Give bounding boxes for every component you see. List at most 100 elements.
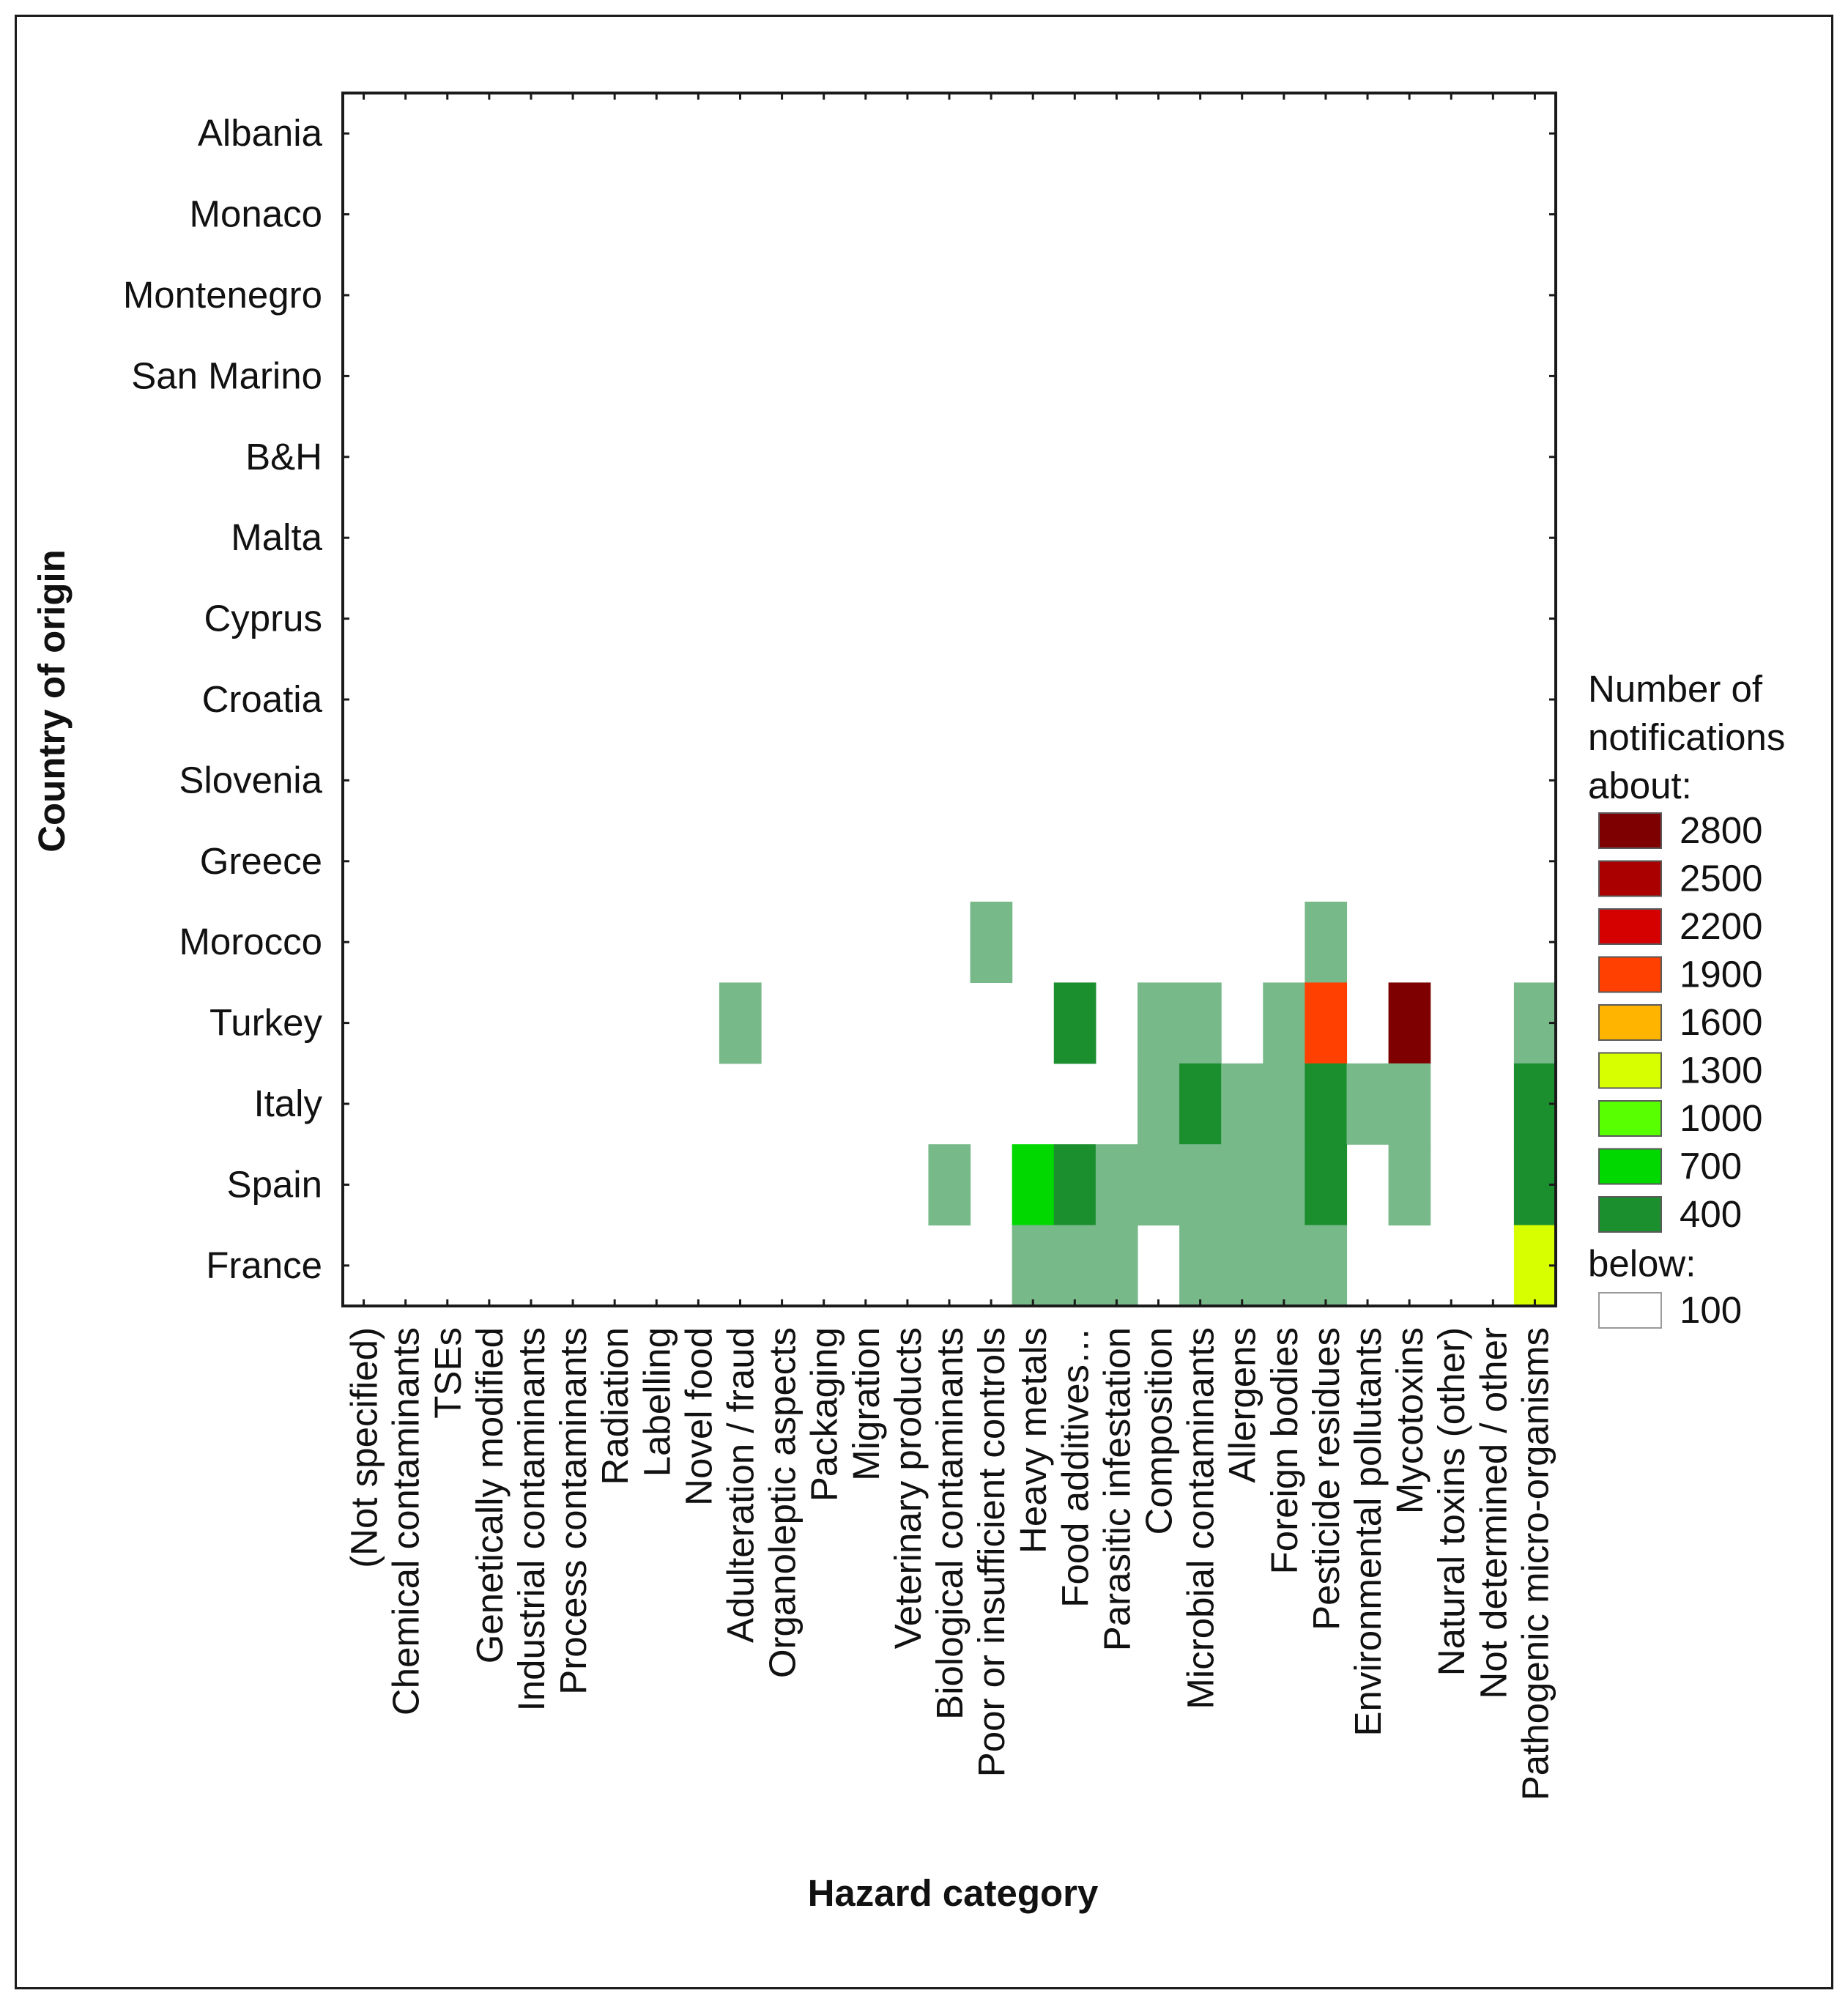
- x-tick-label-organoleptic-aspects: Organoleptic aspects: [762, 1327, 804, 1678]
- heatmap-cell-turkey-pesticide-residues: [1305, 982, 1348, 1064]
- heatmap-cell-spain-parasitic-infestation: [1095, 1144, 1138, 1226]
- x-tick-label-food-additives: Food additives…: [1054, 1327, 1096, 1608]
- legend-label-below-value: 100: [1680, 1289, 1742, 1331]
- heatmap-cell-turkey-food-additives: [1053, 982, 1096, 1064]
- y-axis-labels: Albania Monaco Montenegro San Marino B&H Malt…: [123, 112, 323, 1286]
- heatmap-cell-spain-heavy-metals: [1012, 1144, 1055, 1226]
- y-tick-label-b-h: B&H: [245, 436, 322, 478]
- legend-title-line: Number of: [1588, 668, 1763, 710]
- heatmap-cell-italy-environmental-pollutants: [1346, 1063, 1389, 1145]
- legend-title-line: about:: [1588, 765, 1692, 806]
- legend-label-2800: 2800: [1680, 809, 1762, 851]
- y-tick-label-greece: Greece: [200, 840, 322, 882]
- y-tick-label-san-marino: San Marino: [131, 355, 322, 396]
- y-tick-label-albania: Albania: [198, 112, 323, 154]
- x-tick-label-adulteration-fraud: Adulteration / fraud: [720, 1327, 762, 1643]
- x-tick-label-industrial-contaminants: Industrial contaminants: [511, 1327, 552, 1711]
- heatmap-cell-france-allergens: [1221, 1225, 1263, 1307]
- y-tick-label-france: France: [206, 1244, 322, 1286]
- y-tick-label-turkey: Turkey: [209, 1002, 322, 1044]
- color-legend: Number of notifications about:2800 2500 2200…: [1588, 668, 1785, 1331]
- x-tick-label-allergens: Allergens: [1222, 1327, 1263, 1483]
- legend-label-2500: 2500: [1680, 858, 1762, 899]
- heatmap-cell-france-microbial-contaminants: [1179, 1225, 1222, 1307]
- figure-frame: [15, 15, 1833, 1989]
- x-tick-label-foreign-bodies: Foreign bodies: [1263, 1327, 1305, 1574]
- heatmap-cell-italy-allergens: [1221, 1063, 1263, 1145]
- heatmap-cell-italy-microbial-contaminants: [1179, 1063, 1222, 1145]
- legend-swatch-below: [1598, 1292, 1662, 1329]
- y-tick-label-spain: Spain: [227, 1163, 322, 1205]
- y-tick-label-slovenia: Slovenia: [179, 759, 322, 801]
- heatmap-cell-turkey-adulteration-fraud: [719, 982, 762, 1064]
- x-tick-label-poor-or-insufficient-controls: Poor or insufficient controls: [971, 1327, 1012, 1777]
- heatmap-cell-spain-microbial-contaminants: [1179, 1144, 1222, 1226]
- y-tick-label-morocco: Morocco: [179, 921, 322, 962]
- heatmap-cell-spain-allergens: [1221, 1144, 1263, 1226]
- x-tick-label-mycotoxins: Mycotoxins: [1389, 1327, 1430, 1514]
- y-tick-label-monaco: Monaco: [190, 193, 322, 235]
- x-tick-label-novel-food: Novel food: [678, 1327, 719, 1506]
- heatmap-cell-italy-foreign-bodies: [1263, 1063, 1305, 1145]
- x-tick-label-heavy-metals: Heavy metals: [1012, 1327, 1054, 1554]
- legend-swatch-1600: [1598, 1004, 1662, 1041]
- y-axis-title: Country of origin: [31, 549, 73, 853]
- heatmap-cell-italy-pesticide-residues: [1305, 1063, 1348, 1145]
- x-tick-label-microbial-contaminants: Microbial contaminants: [1180, 1327, 1222, 1710]
- legend-title-line: notifications: [1588, 716, 1785, 758]
- x-tick-label-tses: TSEs: [427, 1327, 469, 1419]
- x-tick-label-pesticide-residues: Pesticide residues: [1305, 1327, 1347, 1630]
- x-tick-label-not-determined-other: Not determined / other: [1472, 1327, 1514, 1699]
- y-tick-label-montenegro: Montenegro: [123, 274, 322, 316]
- legend-swatch-2500: [1598, 860, 1662, 897]
- heatmap-cell-france-foreign-bodies: [1263, 1225, 1305, 1307]
- heatmap-cell-spain-foreign-bodies: [1263, 1144, 1305, 1226]
- legend-swatch-400: [1598, 1196, 1662, 1233]
- heatmap-cell-france-parasitic-infestation: [1095, 1225, 1138, 1307]
- heatmap-cell-morocco-poor-or-insufficient-controls: [970, 902, 1013, 983]
- x-tick-label-parasitic-infestation: Parasitic infestation: [1096, 1327, 1138, 1651]
- legend-label-1600: 1600: [1680, 1001, 1762, 1043]
- legend-swatch-1900: [1598, 956, 1662, 993]
- heatmap-cell-turkey-mycotoxins: [1388, 982, 1431, 1064]
- legend-swatch-1300: [1598, 1052, 1662, 1089]
- x-tick-label-veterinary-products: Veterinary products: [887, 1327, 929, 1649]
- heatmap-cell-turkey-foreign-bodies: [1263, 982, 1305, 1064]
- heatmap-cell-spain-pesticide-residues: [1305, 1144, 1348, 1226]
- heatmap-cell-france-food-additives: [1053, 1225, 1096, 1307]
- x-tick-label-process-contaminants: Process contaminants: [552, 1327, 594, 1695]
- x-axis-title: Hazard category: [808, 1872, 1099, 1914]
- heatmap-cell-turkey-microbial-contaminants: [1179, 982, 1222, 1064]
- x-tick-label-composition: Composition: [1138, 1327, 1180, 1534]
- heatmap-cell-france-pesticide-residues: [1305, 1225, 1348, 1307]
- legend-label-1000: 1000: [1680, 1097, 1762, 1139]
- heatmap-cell-france-heavy-metals: [1012, 1225, 1055, 1307]
- x-tick-label-chemical-contaminants: Chemical contaminants: [385, 1327, 427, 1715]
- heatmap-cells: [719, 902, 1556, 1307]
- x-tick-label-packaging: Packaging: [804, 1327, 845, 1502]
- heatmap-cell-france-pathogenic-micro-organisms: [1513, 1225, 1556, 1307]
- heatmap-cell-spain-mycotoxins: [1388, 1144, 1431, 1226]
- y-tick-label-malta: Malta: [231, 516, 322, 558]
- legend-swatch-700: [1598, 1148, 1662, 1185]
- legend-label-700: 700: [1680, 1146, 1742, 1187]
- x-tick-label-environmental-pollutants: Environmental pollutants: [1347, 1327, 1389, 1737]
- heatmap-cell-italy-composition: [1137, 1063, 1180, 1145]
- heatmap-cell-italy-mycotoxins: [1388, 1063, 1431, 1145]
- legend-below-label: below:: [1588, 1243, 1696, 1285]
- x-tick-label-radiation: Radiation: [594, 1327, 636, 1485]
- x-tick-label-genetically-modified: Genetically modified: [469, 1327, 511, 1663]
- x-tick-label-labelling: Labelling: [636, 1327, 678, 1477]
- x-tick-label-natural-toxins-other: Natural toxins (other): [1430, 1327, 1472, 1676]
- y-tick-label-cyprus: Cyprus: [204, 598, 322, 639]
- legend-label-2200: 2200: [1680, 905, 1762, 947]
- y-tick-label-croatia: Croatia: [202, 678, 323, 720]
- legend-swatch-1000: [1598, 1100, 1662, 1137]
- legend-label-1900: 1900: [1680, 954, 1762, 995]
- legend-swatch-2800: [1598, 812, 1662, 849]
- heatmap-cell-morocco-pesticide-residues: [1305, 902, 1348, 983]
- heatmap-cell-turkey-composition: [1137, 982, 1180, 1064]
- axis-ticks: [343, 93, 1556, 1306]
- heatmap-cell-spain-food-additives: [1053, 1144, 1096, 1226]
